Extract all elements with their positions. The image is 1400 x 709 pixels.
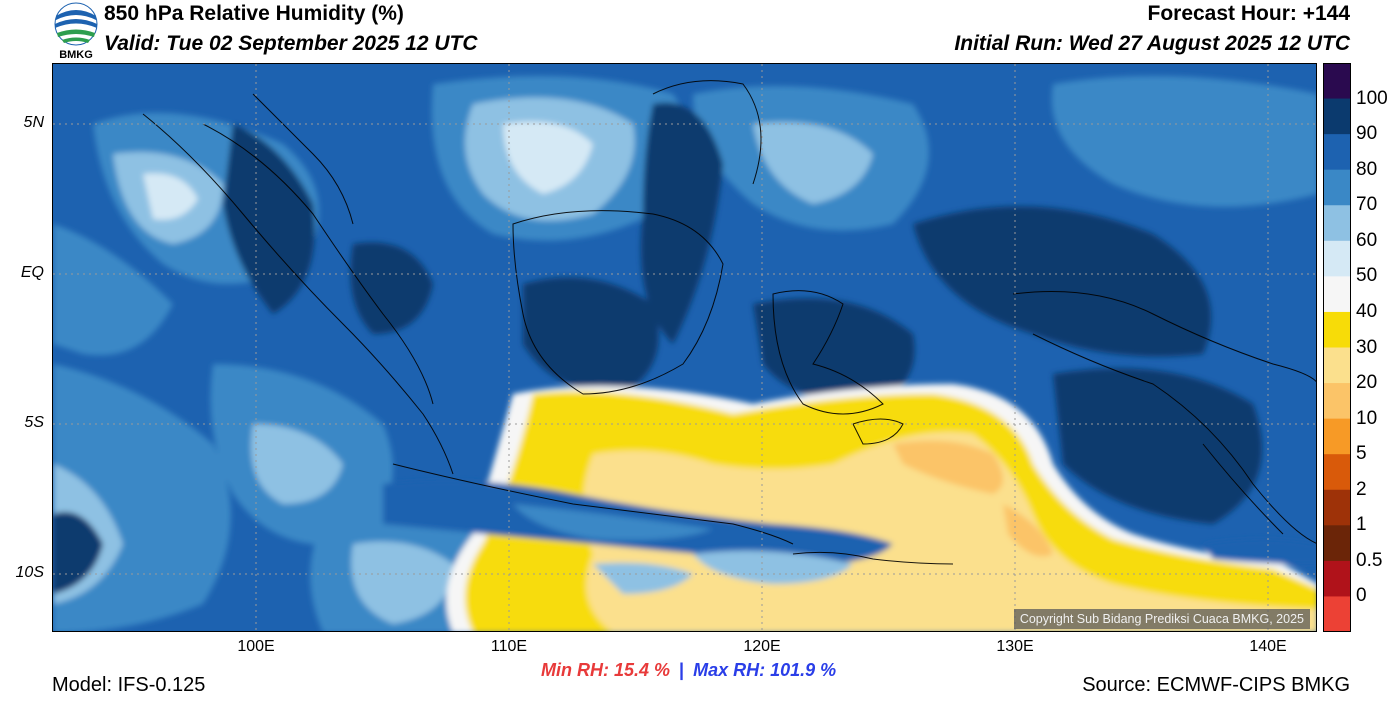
colorbar-swatch-50: [1323, 240, 1351, 277]
coastlines: [142, 80, 1316, 565]
colorbar-swatch-20: [1323, 347, 1351, 384]
initial-run: Initial Run: Wed 27 August 2025 12 UTC: [954, 32, 1350, 55]
rh-stats: Min RH: 15.4 % | Max RH: 101.9 %: [541, 660, 836, 681]
lon-label-130e: 130E: [996, 638, 1034, 655]
colorbar-label-10: 10: [1356, 407, 1378, 429]
colorbar-label-60: 60: [1356, 229, 1378, 251]
colorbar: [1323, 63, 1351, 632]
colorbar-label-100: 100: [1356, 87, 1388, 109]
colorbar-swatch-5: [1323, 418, 1351, 455]
lon-label-120e: 120E: [743, 638, 781, 655]
colorbar-label-1: 1: [1356, 514, 1367, 536]
colorbar-label-0.5: 0.5: [1356, 549, 1383, 571]
min-rh: Min RH: 15.4 %: [541, 660, 671, 680]
colorbar-swatch-60: [1323, 205, 1351, 242]
humidity-field: [53, 64, 1316, 631]
colorbar-label-0: 0: [1356, 585, 1367, 607]
colorbar-swatch-80: [1323, 134, 1351, 171]
valid-time: Valid: Tue 02 September 2025 12 UTC: [104, 32, 478, 55]
colorbar-frame: [1323, 63, 1351, 632]
colorbar-swatch-1: [1323, 489, 1351, 526]
gridlines: [53, 64, 1316, 631]
colorbar-swatch-lowest: [1323, 596, 1351, 632]
colorbar-swatch-100: [1323, 63, 1351, 100]
lat-label-eq: EQ: [20, 264, 44, 281]
colorbar-label-2: 2: [1356, 478, 1367, 500]
lat-label-5n: 5N: [23, 114, 44, 131]
colorbar-swatch-40: [1323, 276, 1351, 313]
data-source: Source: ECMWF-CIPS BMKG: [1082, 674, 1350, 696]
colorbar-label-70: 70: [1356, 194, 1378, 216]
colorbar-swatch-90: [1323, 98, 1351, 135]
colorbar-swatch-70: [1323, 169, 1351, 206]
colorbar-swatch-0.5: [1323, 525, 1351, 562]
logo-text: BMKG: [59, 49, 93, 60]
lon-label-100e: 100E: [237, 638, 275, 655]
colorbar-label-20: 20: [1356, 372, 1378, 394]
colorbar-label-50: 50: [1356, 265, 1378, 287]
colorbar-label-90: 90: [1356, 123, 1378, 145]
forecast-hour: Forecast Hour: +144: [1147, 2, 1351, 25]
lat-label-5s: 5S: [24, 414, 44, 431]
colorbar-label-5: 5: [1356, 443, 1367, 465]
max-rh: Max RH: 101.9 %: [693, 660, 837, 680]
model-name: Model: IFS-0.125: [52, 674, 206, 696]
lon-label-110e: 110E: [490, 638, 528, 655]
colorbar-label-40: 40: [1356, 300, 1378, 322]
colorbar-swatch-0: [1323, 560, 1351, 597]
colorbar-swatch-2: [1323, 454, 1351, 491]
stats-separator: |: [679, 660, 685, 680]
colorbar-swatch-10: [1323, 383, 1351, 420]
lon-label-140e: 140E: [1249, 638, 1287, 655]
colorbar-label-30: 30: [1356, 336, 1378, 358]
lat-label-10s: 10S: [15, 564, 44, 581]
colorbar-label-80: 80: [1356, 158, 1378, 180]
colorbar-swatch-30: [1323, 311, 1351, 348]
bmkg-logo: BMKG: [52, 2, 100, 61]
map-panel[interactable]: Copyright Sub Bidang Prediksi Cuaca BMKG…: [52, 63, 1317, 632]
copyright-notice: Copyright Sub Bidang Prediksi Cuaca BMKG…: [1013, 609, 1310, 629]
map-title: 850 hPa Relative Humidity (%): [104, 2, 404, 25]
